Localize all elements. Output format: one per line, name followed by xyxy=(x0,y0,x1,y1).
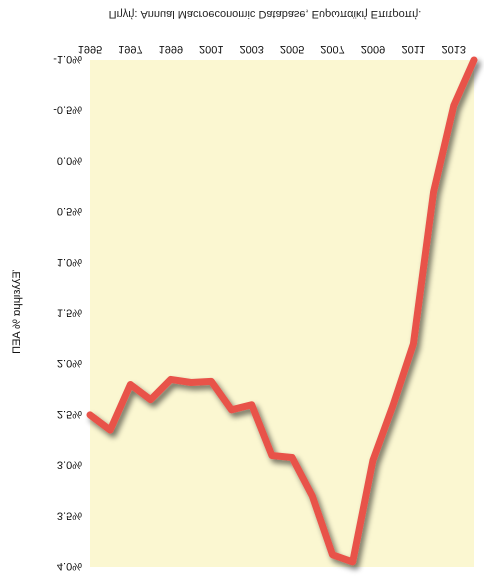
y-tick-label: -0.5% xyxy=(53,104,82,116)
svg-text:2009: 2009 xyxy=(361,43,385,55)
svg-text:2001: 2001 xyxy=(199,43,223,55)
data-point-2000 xyxy=(190,381,193,384)
x-axis: 1995 1997 1999 2001 2003 2005 2007 2009 2011 2013 xyxy=(78,43,466,55)
x-tick-2001: 2001 xyxy=(199,43,223,55)
x-tick-1999: 1999 xyxy=(159,43,183,55)
svg-text:2003: 2003 xyxy=(239,43,263,55)
x-tick-2007: 2007 xyxy=(320,43,344,55)
y-tick-label: 4.0% xyxy=(57,560,82,572)
svg-text:1999: 1999 xyxy=(159,43,183,55)
svg-text:2013: 2013 xyxy=(442,43,466,55)
y-tick-label: 2.5% xyxy=(57,408,82,420)
x-tick-1997: 1997 xyxy=(118,43,142,55)
x-tick-2009: 2009 xyxy=(361,43,385,55)
data-point-2006 xyxy=(311,495,314,497)
data-point-1999 xyxy=(169,378,172,381)
data-point-2011 xyxy=(412,342,415,345)
x-tick-2003: 2003 xyxy=(239,43,263,55)
data-point-1997 xyxy=(129,383,132,386)
y-tick-label: 0.0% xyxy=(57,154,82,166)
y-tick-label: 2.0% xyxy=(57,357,82,369)
data-point-1996 xyxy=(109,429,112,432)
data-point-2013 xyxy=(452,104,455,107)
data-point-2005 xyxy=(291,456,294,459)
y-tick-label: 0.5% xyxy=(57,205,82,217)
y-tick-label: 3.5% xyxy=(57,509,82,521)
y-axis: -1.0% -0.5% 0.0% 0.5% 1.0% 1.5% 2.0% 2.5% 3.0% 3.… xyxy=(53,53,82,572)
y-tick-label: 1.5% xyxy=(57,307,82,319)
y-tick-label: -1.0% xyxy=(53,53,82,65)
svg-text:1995: 1995 xyxy=(78,43,102,55)
data-point-2004 xyxy=(270,454,273,457)
x-tick-2013: 2013 xyxy=(442,43,466,55)
svg-text:2011: 2011 xyxy=(402,43,426,55)
x-tick-2011: 2011 xyxy=(402,43,426,55)
chart-source-note: Πηγή: Annual Macroeconomic Database, Ευρ… xyxy=(108,8,422,20)
plot-area xyxy=(90,60,474,567)
data-point-2008 xyxy=(351,560,354,563)
y-axis-label: Έλλειμμα % ΑΕΠ xyxy=(11,270,23,354)
data-point-2014 xyxy=(473,59,475,61)
x-tick-2005: 2005 xyxy=(280,43,304,55)
data-point-1998 xyxy=(149,398,152,401)
data-point-2002 xyxy=(230,408,233,411)
y-tick-label: 3.0% xyxy=(57,459,82,471)
x-tick-1995: 1995 xyxy=(78,43,102,55)
y-tick-label: 1.0% xyxy=(57,256,82,268)
data-point-2009 xyxy=(371,459,374,462)
data-point-1995 xyxy=(89,413,91,416)
series-lines xyxy=(86,56,478,566)
series-line-1 xyxy=(86,56,478,566)
data-point-2007 xyxy=(331,553,334,556)
data-point-2010 xyxy=(392,403,395,406)
data-point-2012 xyxy=(432,190,435,193)
data-point-2003 xyxy=(250,403,253,406)
data-point-2001 xyxy=(210,380,213,383)
svg-text:2007: 2007 xyxy=(320,43,344,55)
svg-text:1997: 1997 xyxy=(118,43,142,55)
svg-text:2005: 2005 xyxy=(280,43,304,55)
